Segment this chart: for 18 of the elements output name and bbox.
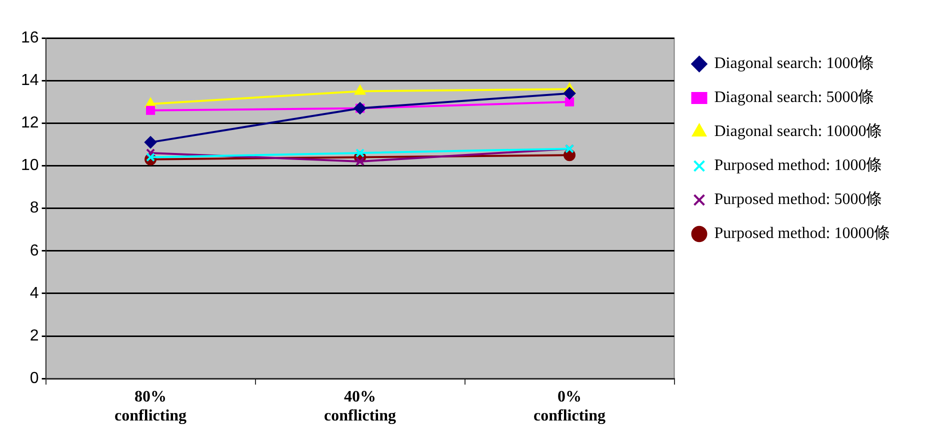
legend-label: Diagonal search: 1000條 — [714, 55, 874, 72]
y-tick-label: 10 — [21, 157, 39, 174]
x-tick-label: 40% conflicting — [324, 388, 396, 425]
y-tick-label: 0 — [30, 370, 39, 388]
legend-label: Purposed method: 1000條 — [714, 157, 882, 174]
legend-label: Purposed method: 5000條 — [714, 191, 882, 208]
y-tick-label: 2 — [30, 327, 39, 344]
y-tick-label: 12 — [21, 114, 39, 132]
legend-label: Purposed method: 10000條 — [714, 225, 890, 242]
y-tick-label: 6 — [30, 242, 39, 260]
x-tick-label: 0% conflicting — [534, 388, 606, 425]
legend-label: Diagonal search: 5000條 — [714, 89, 874, 106]
y-tick-label: 16 — [21, 29, 39, 46]
legend-label: Diagonal search: 10000條 — [714, 123, 882, 140]
x-tick-label: 80% conflicting — [114, 388, 187, 425]
y-tick-label: 4 — [30, 284, 39, 302]
y-tick-label: 8 — [30, 200, 39, 217]
y-tick-label: 14 — [21, 72, 39, 89]
